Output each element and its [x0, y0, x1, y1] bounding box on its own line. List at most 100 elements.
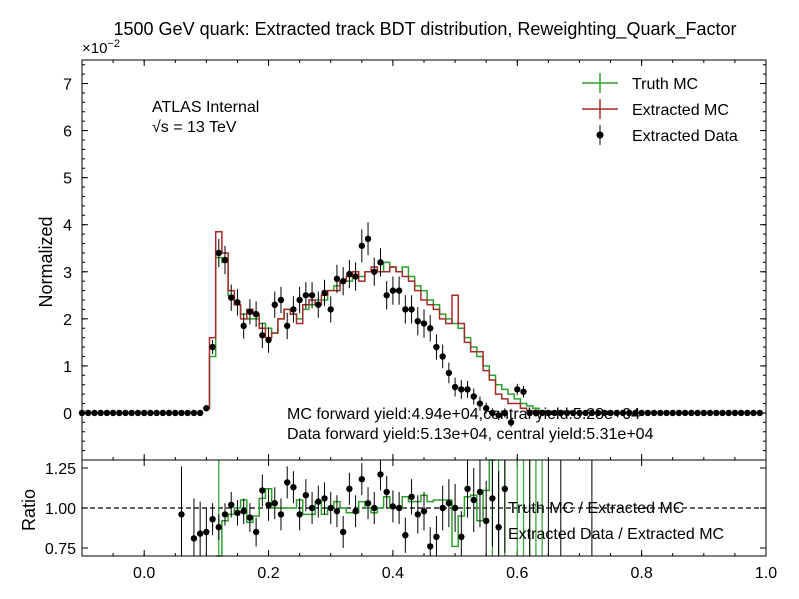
main-panel-series [78, 222, 763, 428]
data-point [737, 409, 745, 417]
data-point [613, 409, 620, 417]
ratio-data-point [308, 504, 316, 512]
data-point [700, 409, 708, 417]
ratio-data-point [470, 496, 477, 504]
data-point [445, 369, 453, 377]
data-point [563, 409, 571, 417]
data-point [377, 259, 384, 266]
main-y-tick-label: 1 [63, 359, 72, 376]
x-tick-label: 0.8 [631, 565, 653, 582]
data-point [607, 409, 614, 417]
data-point [470, 393, 477, 400]
data-point [333, 275, 341, 283]
data-point [134, 409, 142, 417]
data-point [85, 409, 92, 417]
data-point [116, 409, 123, 417]
data-point [439, 353, 446, 360]
data-point [476, 400, 484, 407]
data-point [750, 409, 757, 417]
ratio-data-point [389, 503, 397, 510]
ratio-data-point [346, 485, 353, 492]
ratio-data-point [495, 524, 502, 531]
data-point [91, 409, 98, 417]
ratio-data-point [327, 504, 334, 512]
main-y-tick-label: 4 [63, 218, 72, 235]
ratio-data-point [246, 514, 254, 521]
ratio-y-tick-label: 0.75 [45, 541, 76, 558]
ratio-data-point [259, 487, 266, 494]
ratio-data-point [277, 511, 285, 518]
data-point [153, 409, 160, 417]
data-point [526, 409, 533, 417]
data-point [663, 409, 670, 417]
ratio-data-point [296, 511, 303, 518]
data-point [259, 332, 266, 339]
data-point [228, 294, 235, 301]
data-point [414, 317, 421, 325]
data-point [601, 409, 608, 417]
ratio-data-point [445, 500, 453, 507]
y-axis-label-main: Normalized [36, 216, 56, 307]
data-point [190, 409, 198, 417]
legend-marker [596, 131, 604, 139]
data-point [588, 409, 596, 417]
ratio-data-point [221, 511, 229, 518]
data-point [159, 409, 167, 417]
ratio-data-point [290, 484, 297, 491]
ratio-data-point [489, 495, 496, 502]
ratio-data-point [402, 532, 409, 539]
data-point [719, 409, 726, 417]
data-point [178, 409, 185, 417]
ratio-data-point [196, 530, 204, 537]
data-point [284, 322, 291, 330]
data-point [694, 409, 701, 417]
ratio-data-point [215, 524, 222, 531]
ratio-data-point [383, 488, 390, 496]
data-point [507, 419, 515, 426]
data-point [538, 409, 546, 417]
data-point [681, 409, 689, 417]
x-tick-label: 1.0 [755, 565, 777, 582]
data-point [501, 409, 509, 417]
data-point [532, 409, 540, 417]
ratio-data-point [439, 504, 446, 512]
data-point [582, 409, 589, 417]
data-yield-annotation: Data forward yield:5.13e+04, central yie… [287, 426, 654, 443]
main-y-tick-label: 6 [63, 124, 72, 141]
main-y-tick-label: 2 [63, 312, 72, 329]
ratio-data-point [178, 511, 185, 518]
ratio-data-point [234, 509, 241, 516]
data-point [184, 409, 191, 417]
x-tick-label: 0.0 [133, 565, 155, 582]
ratio-truth-step-line [215, 459, 496, 557]
ratio-data-point [271, 500, 278, 507]
ratio-data-point [420, 508, 428, 515]
ratio-data-point [284, 479, 291, 486]
data-point [271, 301, 278, 308]
ratio-data-point [464, 485, 471, 492]
data-point [172, 409, 179, 417]
data-point [570, 409, 577, 417]
data-point [638, 409, 645, 417]
data-point [650, 409, 658, 417]
data-point [252, 310, 260, 318]
ratio-data-point [451, 504, 459, 512]
data-point [731, 409, 739, 417]
ratio-data-point [371, 504, 378, 512]
ratio-data-point [458, 533, 465, 540]
data-point [383, 292, 390, 299]
data-point [147, 409, 154, 417]
ratio-data-point [408, 493, 415, 500]
data-point [327, 306, 334, 313]
y-axis-label-ratio: Ratio [19, 489, 39, 531]
data-point [358, 242, 366, 250]
extracted-mc-step-line [203, 231, 583, 414]
data-point [545, 409, 552, 417]
y-multiplier: ×10−2 [82, 38, 120, 57]
data-point [308, 292, 316, 299]
ratio-data-point [377, 471, 384, 478]
data-point [128, 409, 135, 417]
data-point [657, 409, 664, 417]
ratio-data-point [427, 543, 434, 550]
main-y-tick-label: 3 [63, 265, 72, 282]
